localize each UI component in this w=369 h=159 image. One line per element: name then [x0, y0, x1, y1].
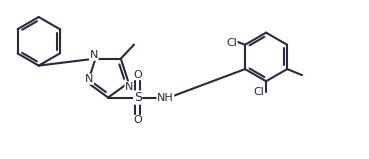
- Text: N: N: [85, 74, 94, 84]
- Text: NH: NH: [157, 93, 174, 103]
- Text: N: N: [125, 82, 134, 92]
- Text: S: S: [134, 91, 142, 104]
- Text: O: O: [133, 115, 142, 125]
- Text: Cl: Cl: [254, 87, 264, 97]
- Text: Cl: Cl: [226, 38, 237, 48]
- Text: O: O: [133, 70, 142, 80]
- Text: N: N: [90, 50, 98, 60]
